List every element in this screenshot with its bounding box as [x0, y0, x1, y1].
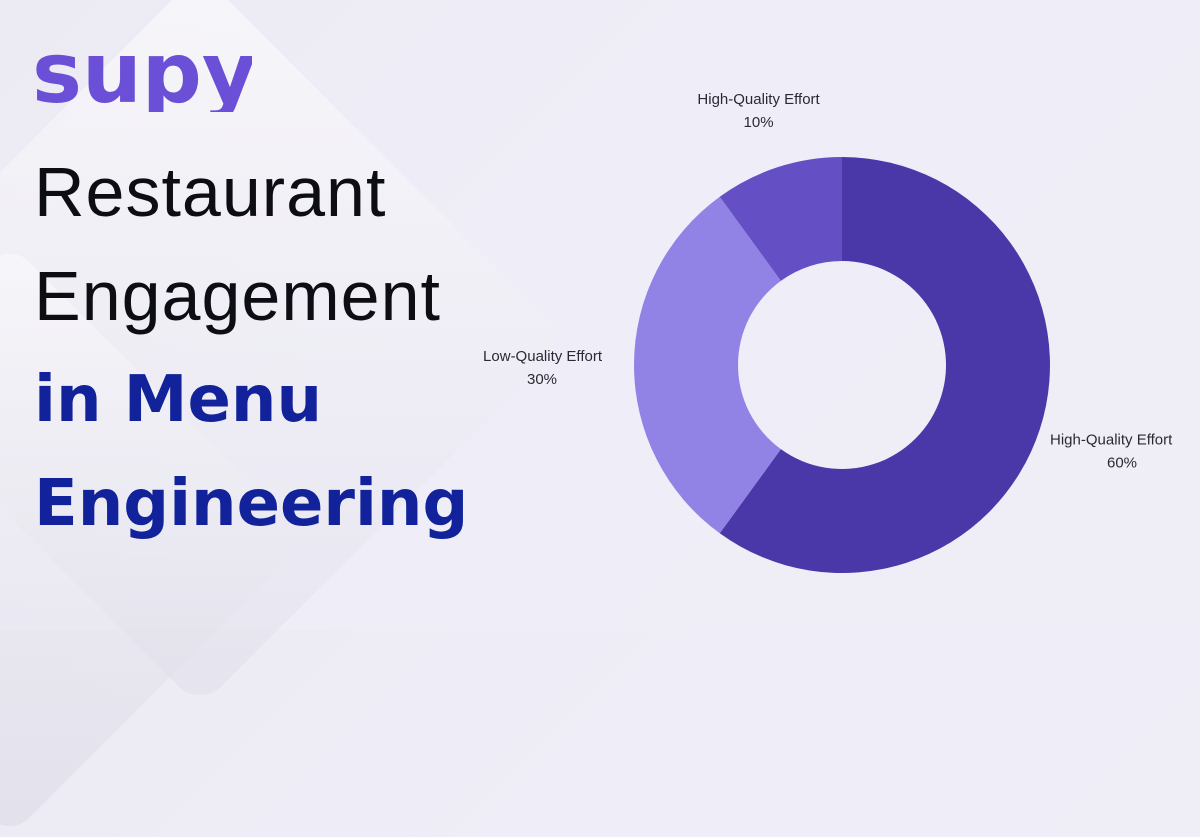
brand-logo: supy [32, 30, 252, 112]
donut-slice [719, 157, 1051, 573]
slice-value-label: 10% [744, 114, 774, 131]
headline-line-4: Engineering [34, 467, 469, 541]
headline-line-1: Restaurant [34, 153, 387, 231]
slice-value-label: 30% [527, 371, 557, 388]
donut-slice [719, 157, 842, 281]
slice-label: Low-Quality Effort [483, 348, 603, 365]
slice-value-label: 60% [1107, 454, 1137, 471]
donut-chart: High-Quality Effort 60% Low-Quality Effort… [483, 91, 1173, 573]
headline-line-3: in Menu [34, 363, 322, 437]
slice-label: High-Quality Effort [1050, 431, 1173, 448]
donut-slice [634, 196, 781, 534]
slice-label: High-Quality Effort [697, 91, 820, 108]
headline: Restaurant Engagement in Menu Engineerin… [34, 140, 594, 556]
headline-line-2: Engagement [34, 257, 441, 335]
brand-logo-text: supy [32, 30, 252, 112]
